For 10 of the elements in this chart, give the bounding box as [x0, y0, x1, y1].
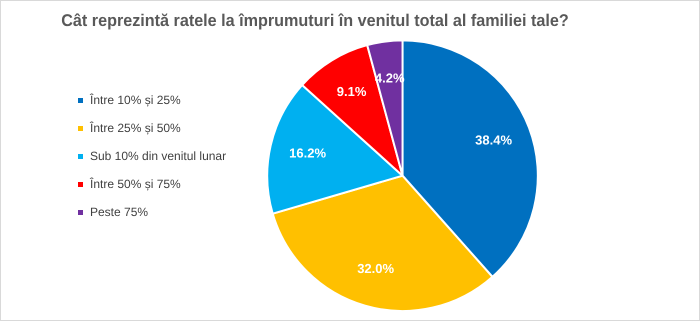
- legend-label: Peste 75%: [90, 204, 148, 219]
- legend-label: Între 25% și 50%: [89, 120, 182, 135]
- legend-label: Între 50% și 75%: [89, 176, 182, 191]
- data-label: 32.0%: [357, 260, 394, 276]
- data-label: 16.2%: [289, 146, 326, 161]
- data-label: 38.4%: [475, 132, 512, 148]
- chart-title: Cât reprezintă ratele la împrumuturi în venitul total al familiei tale?: [61, 10, 569, 30]
- data-label: 9.1%: [336, 84, 367, 100]
- legend-label: Între 10% și 25%: [89, 92, 182, 107]
- legend-label: Sub 10% din venitul lunar: [90, 148, 226, 163]
